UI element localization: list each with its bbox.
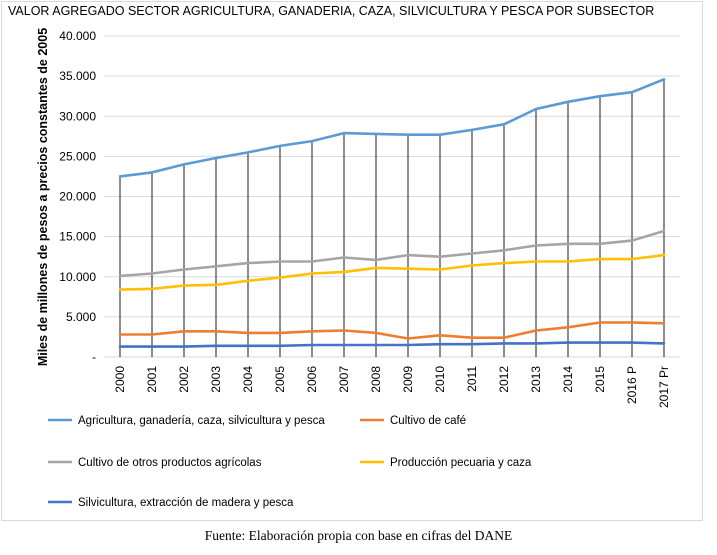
x-tick-label: 2004 bbox=[241, 366, 255, 393]
drop-lines bbox=[119, 79, 665, 357]
y-tick-label: - bbox=[92, 350, 96, 364]
legend-entry: Cultivo de café bbox=[390, 415, 466, 427]
chart-title: VALOR AGREGADO SECTOR AGRICULTURA, GANAD… bbox=[8, 4, 655, 18]
x-tick-label: 2000 bbox=[113, 366, 127, 393]
x-tick-label: 2001 bbox=[145, 366, 159, 393]
series-line bbox=[118, 341, 666, 348]
x-tick-label: 2006 bbox=[305, 366, 319, 393]
y-tick-label: 25.000 bbox=[59, 149, 96, 163]
x-tick-label: 2009 bbox=[401, 366, 415, 393]
y-axis-ticks: - 5.000 10.000 15.000 20.000 25.000 30.000 35.0… bbox=[59, 29, 96, 364]
gridlines bbox=[104, 35, 680, 358]
y-tick-label: 35.000 bbox=[59, 69, 96, 83]
series-line bbox=[118, 321, 666, 340]
legend-entry: Cultivo de otros productos agrícolas bbox=[78, 457, 262, 469]
x-tick-label: 2015 bbox=[593, 366, 607, 393]
y-axis-label: Miles de millones de pesos a precios con… bbox=[36, 28, 50, 366]
chart-frame bbox=[1, 1, 703, 521]
legend: Agricultura, ganadería, caza, silvicultu… bbox=[48, 415, 532, 509]
legend-entry: Producción pecuaria y caza bbox=[390, 457, 532, 469]
y-tick-label: 5.000 bbox=[66, 310, 96, 324]
x-tick-label: 2003 bbox=[209, 366, 223, 393]
x-tick-label: 2014 bbox=[561, 366, 575, 393]
x-tick-label: 2017 Pr bbox=[657, 366, 671, 408]
y-tick-label: 40.000 bbox=[59, 29, 96, 43]
series-line bbox=[118, 78, 666, 178]
x-tick-label: 2013 bbox=[529, 366, 543, 393]
source-note: Fuente: Elaboración propia con base en c… bbox=[204, 528, 513, 543]
x-tick-label: 2005 bbox=[273, 366, 287, 393]
legend-entry: Silvicultura, extracción de madera y pes… bbox=[78, 497, 294, 509]
x-tick-label: 2016 P bbox=[625, 366, 639, 404]
legend-entry: Agricultura, ganadería, caza, silvicultu… bbox=[78, 415, 325, 427]
y-tick-label: 20.000 bbox=[59, 190, 96, 204]
x-tick-label: 2002 bbox=[177, 366, 191, 393]
x-tick-label: 2007 bbox=[337, 366, 351, 393]
series-line bbox=[118, 253, 666, 291]
y-tick-label: 10.000 bbox=[59, 270, 96, 284]
x-axis-ticks: 2000 2001 2002 2003 2004 2005 2006 2007 2008 2009… bbox=[113, 366, 671, 408]
x-tick-label: 2010 bbox=[433, 366, 447, 393]
series-lines bbox=[118, 78, 666, 348]
series-line bbox=[118, 229, 666, 278]
y-tick-label: 15.000 bbox=[59, 230, 96, 244]
x-tick-label: 2011 bbox=[465, 366, 479, 392]
x-tick-label: 2012 bbox=[497, 366, 511, 393]
y-tick-label: 30.000 bbox=[59, 109, 96, 123]
x-tick-label: 2008 bbox=[369, 366, 383, 393]
